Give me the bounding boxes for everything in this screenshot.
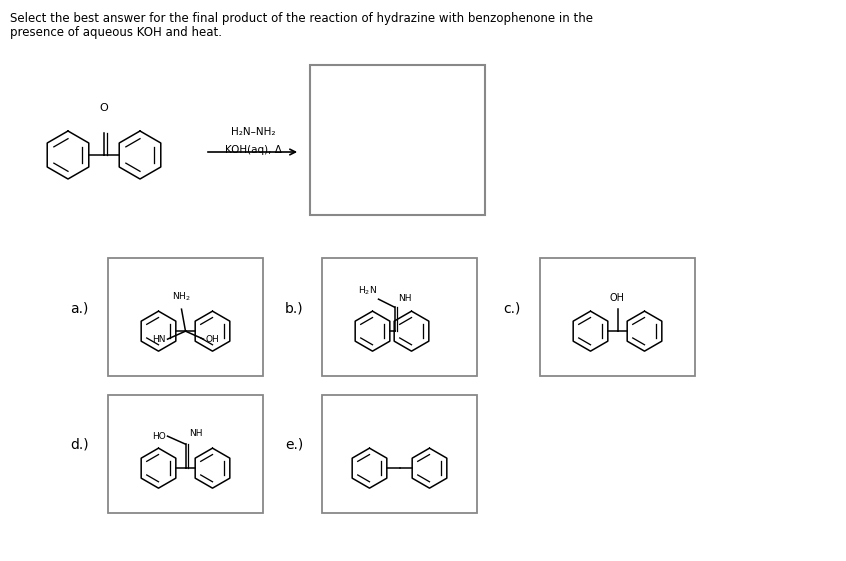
Text: presence of aqueous KOH and heat.: presence of aqueous KOH and heat. <box>10 26 222 39</box>
Text: NH$_2$: NH$_2$ <box>173 291 191 303</box>
Text: e.): e.) <box>285 438 303 452</box>
Bar <box>322 395 477 513</box>
Text: Select the best answer for the final product of the reaction of hydrazine with b: Select the best answer for the final pro… <box>10 12 593 25</box>
Text: H$_2$N: H$_2$N <box>358 284 376 297</box>
Bar <box>108 258 263 376</box>
Text: OH: OH <box>206 335 219 344</box>
Text: c.): c.) <box>503 301 520 315</box>
Text: O: O <box>100 103 108 113</box>
Bar <box>540 258 695 376</box>
Text: OH: OH <box>610 293 625 303</box>
Text: HO: HO <box>151 431 166 440</box>
Bar <box>108 395 263 513</box>
Bar <box>310 65 485 215</box>
Text: a.): a.) <box>70 301 88 315</box>
Text: H₂N–NH₂: H₂N–NH₂ <box>231 127 275 137</box>
Bar <box>322 258 477 376</box>
Text: b.): b.) <box>285 301 304 315</box>
Text: NH: NH <box>190 429 203 438</box>
Text: d.): d.) <box>70 438 89 452</box>
Text: NH: NH <box>398 294 412 303</box>
Text: HN: HN <box>152 335 166 344</box>
Text: KOH(aq), Δ: KOH(aq), Δ <box>224 145 282 155</box>
